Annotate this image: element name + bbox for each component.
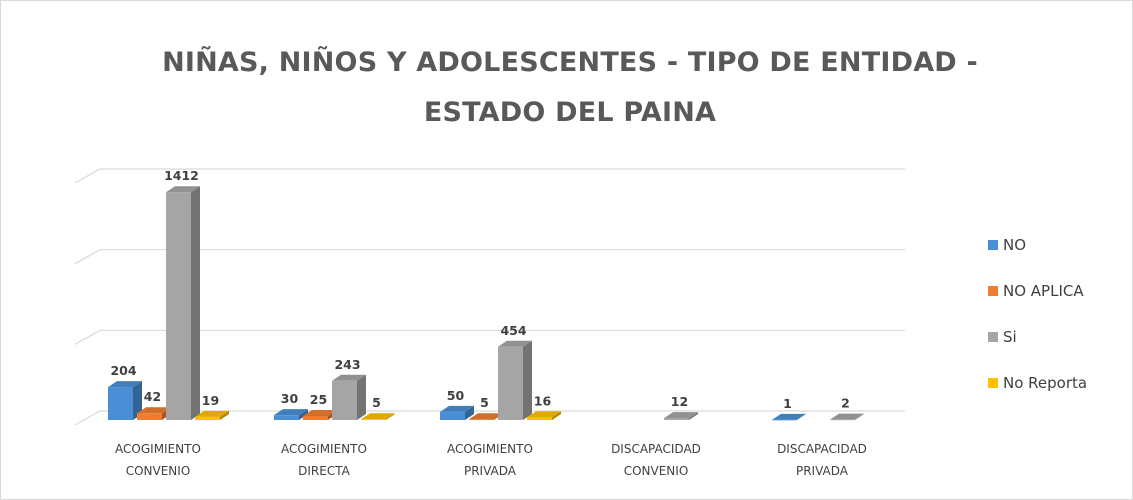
bar-top	[108, 381, 142, 388]
data-label: 19	[202, 393, 219, 408]
x-tick-label: ACOGIMIENTO PRIVADA	[447, 442, 533, 478]
bar-top	[274, 409, 308, 416]
bar	[303, 415, 328, 420]
grid-line	[74, 329, 905, 345]
bar	[274, 415, 299, 420]
bar	[469, 419, 494, 420]
bar-side	[552, 411, 561, 420]
legend-label: NO	[1003, 236, 1027, 254]
bar-side	[191, 186, 200, 420]
bar	[166, 192, 191, 420]
data-label: 16	[534, 393, 552, 408]
data-label: 454	[500, 323, 526, 338]
bar-side	[299, 409, 308, 420]
bar-side	[465, 405, 474, 420]
bar-top	[195, 410, 229, 417]
data-label: 1	[783, 396, 792, 411]
x-tick-label: DISCAPACIDAD PRIVADA	[777, 442, 867, 478]
bar-top	[664, 412, 698, 419]
grid-line	[74, 249, 905, 265]
data-label: 30	[281, 391, 299, 406]
bar	[664, 418, 689, 420]
bar-top	[361, 413, 395, 420]
bar-side	[220, 410, 229, 420]
bar-side	[133, 381, 142, 420]
bar-top	[303, 409, 337, 416]
bar-side	[689, 412, 698, 420]
bar	[527, 417, 552, 420]
data-label: 25	[310, 392, 327, 407]
bar	[498, 346, 523, 420]
grid-line	[74, 168, 905, 184]
legend-swatch	[988, 332, 998, 342]
bar	[772, 419, 797, 421]
bar-side	[855, 413, 864, 420]
bar-top	[527, 411, 561, 418]
legend-entry: NO	[988, 236, 1026, 254]
bar-top	[440, 405, 474, 412]
data-label: 12	[671, 394, 688, 409]
legend-entry: No Reporta	[988, 374, 1087, 392]
bar-top	[772, 413, 806, 420]
legend-swatch	[988, 378, 998, 388]
bar-top	[137, 407, 171, 414]
legend-swatch	[988, 240, 998, 250]
legend-label: No Reporta	[1003, 374, 1088, 392]
bar	[830, 419, 855, 421]
bar	[440, 411, 465, 420]
legend-entry: NO APLICA	[988, 282, 1084, 300]
bar-top	[469, 413, 503, 420]
data-label: 243	[334, 357, 360, 372]
x-tick-label: ACOGIMIENTO DIRECTA	[281, 442, 367, 478]
bar	[361, 419, 386, 420]
bar	[195, 416, 220, 420]
legend-swatch	[988, 286, 998, 296]
bar-top	[830, 413, 864, 420]
bar-side	[797, 413, 806, 420]
grid-line	[74, 410, 905, 426]
data-label: 204	[110, 363, 136, 378]
data-label: 42	[144, 389, 161, 404]
x-tick-label: ACOGIMIENTO CONVENIO	[115, 442, 201, 478]
data-label: 1412	[164, 168, 199, 183]
bar-side	[357, 374, 366, 420]
x-tick-label: DISCAPACIDAD CONVENIO	[611, 442, 701, 478]
bar-side	[523, 340, 532, 420]
data-label: 5	[480, 395, 489, 410]
legend-label: NO APLICA	[1003, 282, 1084, 300]
data-label: 50	[447, 388, 465, 403]
data-label: 5	[372, 395, 381, 410]
bar-top	[166, 186, 200, 193]
legend-label: Si	[1003, 328, 1017, 346]
bar	[137, 413, 162, 420]
bar-side	[386, 413, 395, 420]
bar	[332, 380, 357, 420]
bar-top	[498, 340, 532, 347]
data-label: 2	[841, 396, 850, 411]
bar	[108, 387, 133, 420]
legend-entry: Si	[988, 328, 1017, 346]
bar-top	[332, 374, 366, 381]
chart-title: NIÑAS, NIÑOS Y ADOLESCENTES - TIPO DE EN…	[162, 47, 978, 128]
